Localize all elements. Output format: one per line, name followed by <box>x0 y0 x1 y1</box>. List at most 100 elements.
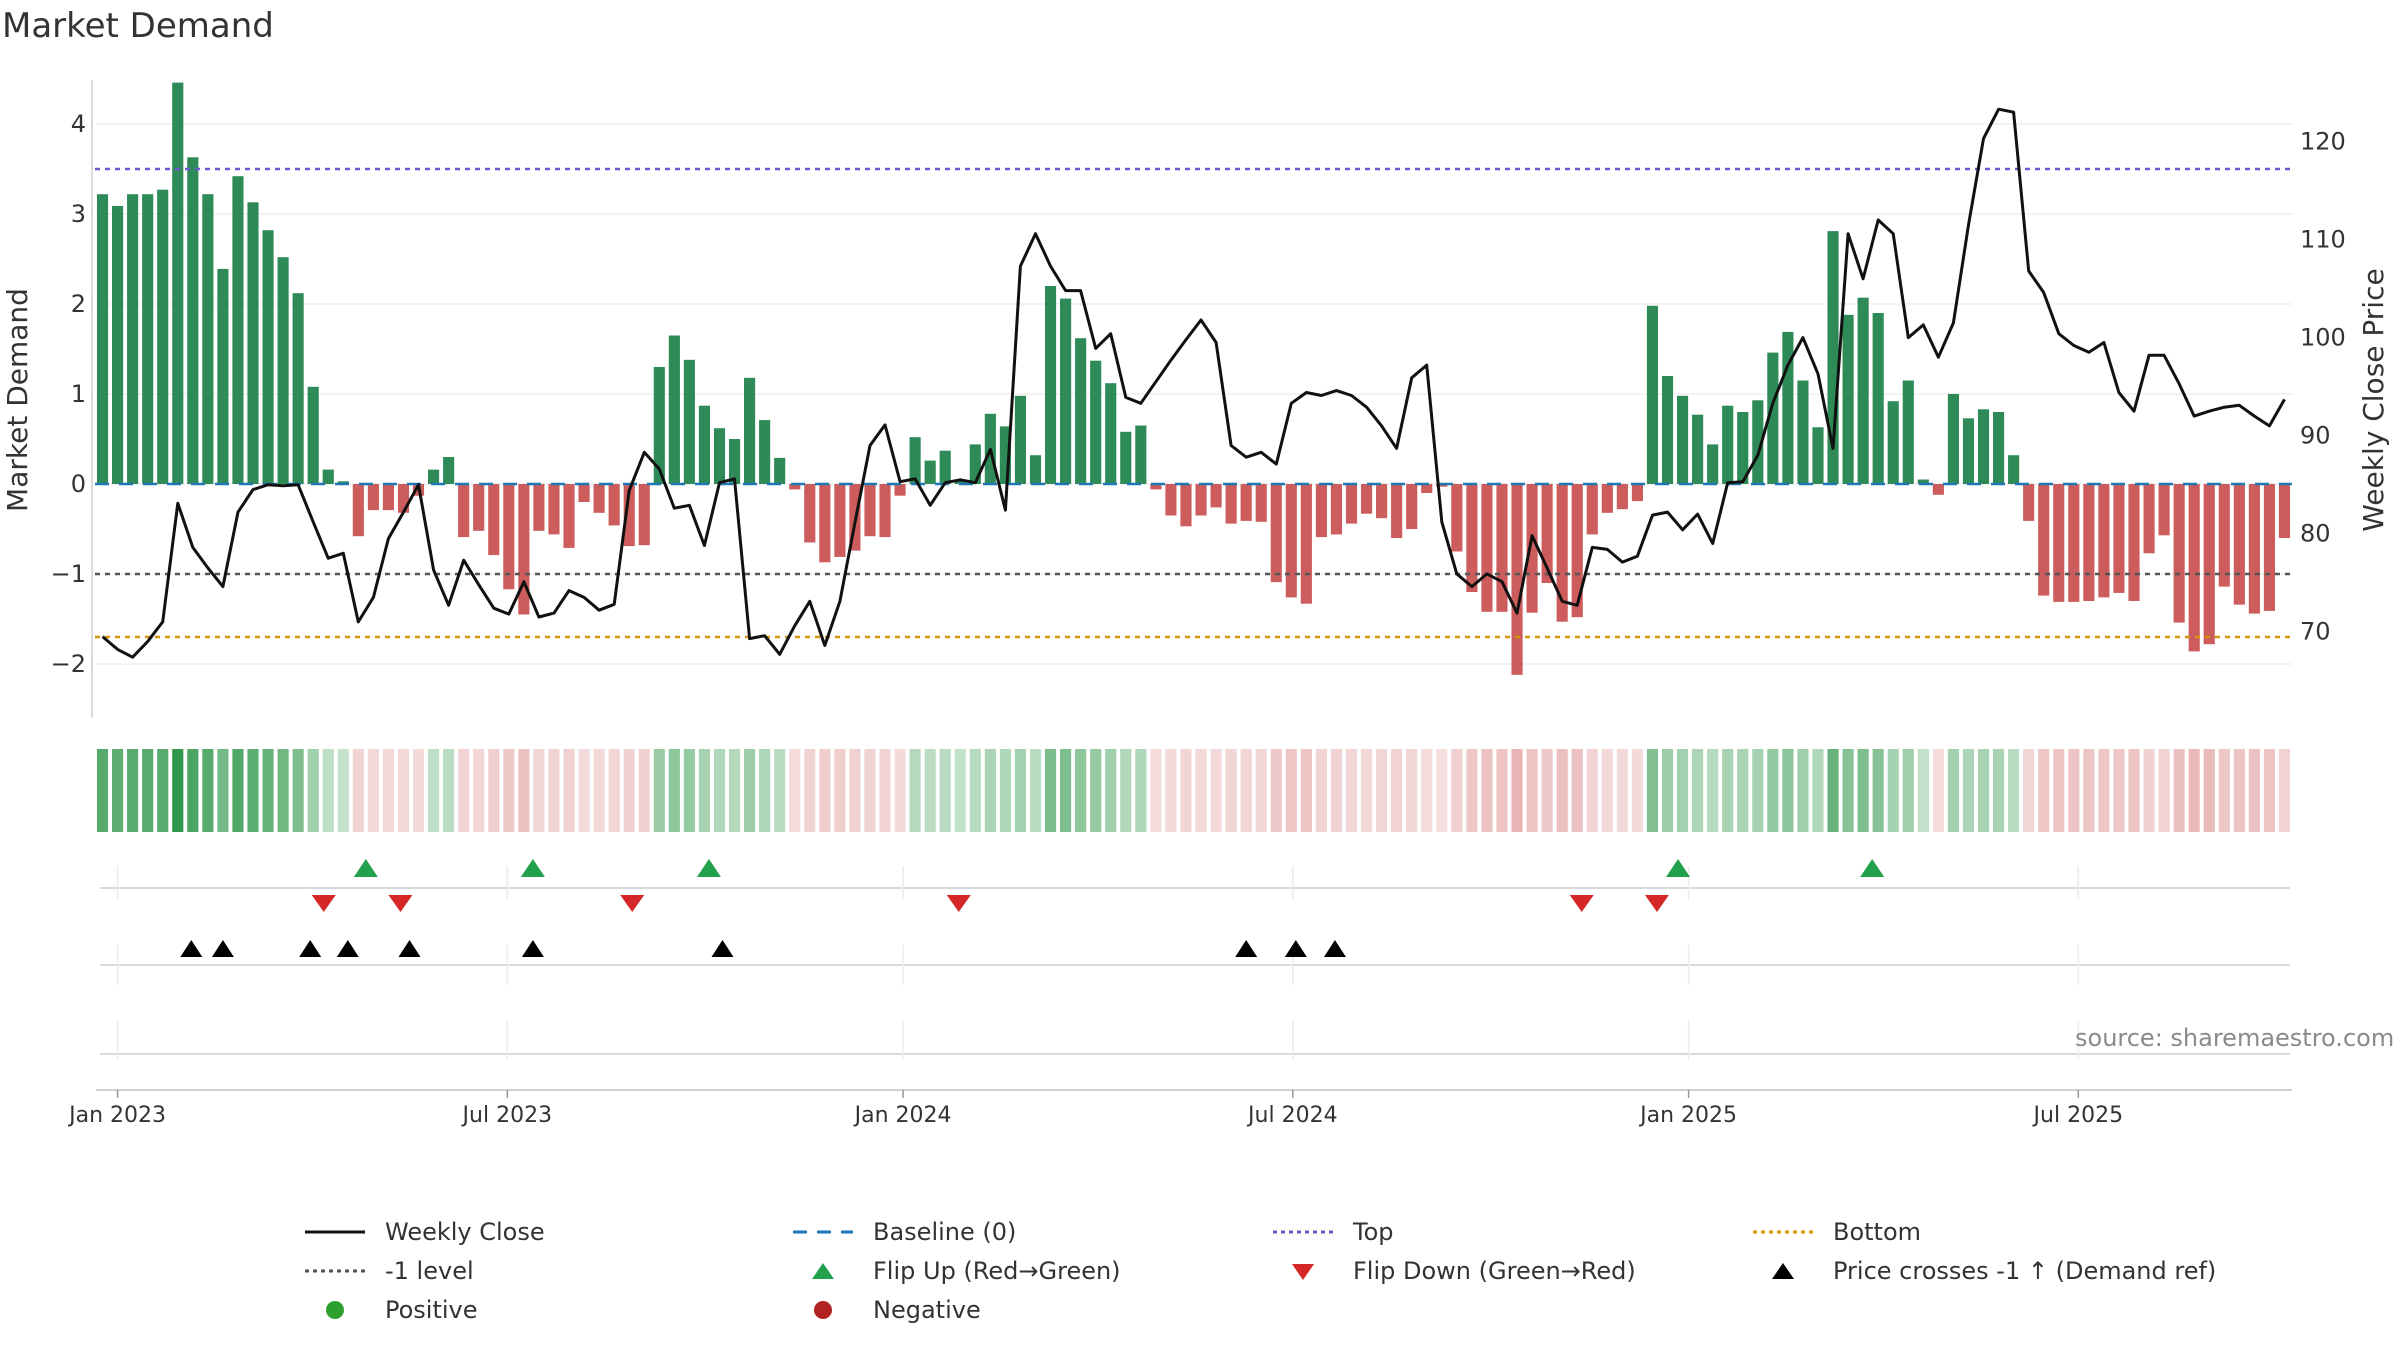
demand-bar <box>2143 484 2155 554</box>
legend-label: Bottom <box>1833 1218 1922 1246</box>
legend-label: Weekly Close <box>385 1218 545 1246</box>
heat-cell <box>2158 749 2170 832</box>
heat-cell <box>1962 749 1975 832</box>
heat-cell <box>1722 749 1734 832</box>
price-cross-marker <box>336 940 359 957</box>
source-credit: source: sharemaestro.com <box>2075 1024 2395 1052</box>
flip-up-marker <box>1666 859 1691 877</box>
price-cross-marker <box>299 940 322 957</box>
heat-cell <box>1767 749 1779 832</box>
demand-bar <box>1707 444 1719 484</box>
right-axis-title: Weekly Close Price <box>2357 268 2390 531</box>
left-tick-label: 0 <box>71 470 86 498</box>
heat-cell <box>2128 749 2140 832</box>
demand-bar <box>2023 484 2035 521</box>
legend-label: Flip Up (Red→Green) <box>873 1257 1121 1285</box>
demand-bar <box>744 377 756 484</box>
heat-cell <box>473 749 485 832</box>
heat-cell <box>1797 749 1809 832</box>
demand-bar <box>172 82 184 484</box>
right-tick-label: 90 <box>2300 422 2331 450</box>
demand-bar <box>698 405 711 484</box>
price-cross-marker <box>1235 940 1258 957</box>
heat-cell <box>1225 749 1237 832</box>
demand-bar <box>307 386 319 484</box>
demand-bar <box>2173 484 2185 623</box>
demand-bar <box>2008 455 2020 484</box>
heat-cell <box>157 749 169 832</box>
heat-cell <box>864 749 876 832</box>
demand-bar <box>864 484 876 537</box>
heat-cell <box>1556 749 1568 832</box>
reference-lines <box>95 167 2292 639</box>
demand-bar <box>969 444 981 484</box>
demand-bar <box>533 484 545 531</box>
demand-bar <box>1737 412 1749 484</box>
demand-bar <box>713 428 726 484</box>
heat-cell <box>428 749 440 832</box>
demand-bar <box>939 450 951 484</box>
heat-cell <box>2098 749 2110 832</box>
heat-cell <box>382 749 395 832</box>
heat-cell <box>488 749 500 832</box>
demand-bar <box>1571 484 1583 618</box>
heat-cell <box>1601 749 1613 832</box>
heat-cell <box>728 749 741 832</box>
legend-label: Flip Down (Green→Red) <box>1353 1257 1636 1285</box>
demand-bar <box>1496 484 1508 612</box>
heat-cell <box>1782 749 1794 832</box>
demand-bar <box>1827 231 1839 484</box>
heat-cell <box>879 749 891 832</box>
heat-cell <box>1842 749 1854 832</box>
heat-cell <box>909 749 921 832</box>
demand-bar <box>2188 484 2200 652</box>
left-tick-label: 1 <box>71 380 86 408</box>
demand-bar <box>277 257 289 484</box>
heat-cell <box>1270 749 1282 832</box>
flip-down-marker <box>946 895 971 912</box>
heat-cell <box>1315 749 1327 832</box>
demand-bar <box>473 484 485 531</box>
heat-cell <box>2038 749 2050 832</box>
heat-cell <box>1977 749 1990 832</box>
demand-bar <box>879 484 891 538</box>
heat-cell <box>187 749 199 832</box>
demand-bar <box>653 367 665 484</box>
demand-bar <box>1330 484 1343 535</box>
heat-cell <box>1616 749 1628 832</box>
weekly-close-line <box>101 107 2286 659</box>
heat-cell <box>1300 749 1312 832</box>
legend-label: -1 level <box>385 1257 474 1285</box>
demand-bar <box>1812 427 1824 484</box>
weekly-close-series <box>101 107 2286 659</box>
heat-cell <box>1872 749 1884 832</box>
demand-bar <box>2263 484 2275 611</box>
heat-cell <box>1571 749 1583 832</box>
heat-cell <box>1210 749 1222 832</box>
demand-bar <box>1511 484 1523 675</box>
heat-cell <box>623 749 635 832</box>
heat-cell <box>127 749 139 832</box>
heat-cell <box>924 749 936 832</box>
circle-icon <box>814 1301 832 1319</box>
triangle-up-icon <box>1772 1263 1794 1279</box>
heat-cell <box>2233 749 2245 832</box>
demand-bar <box>1586 484 1598 535</box>
demand-bar <box>789 484 801 490</box>
demand-bar <box>112 205 124 484</box>
triangle-down-icon <box>1292 1264 1314 1280</box>
solid-line-icon <box>305 1230 365 1234</box>
demand-bar <box>367 484 379 511</box>
demand-bar <box>232 176 244 484</box>
heat-cell <box>2113 749 2125 832</box>
circle-icon <box>326 1301 344 1319</box>
heat-cell <box>1541 749 1553 832</box>
demand-bar <box>1977 409 1990 484</box>
demand-bar <box>157 189 169 484</box>
heat-cell <box>1932 749 1944 832</box>
heat-cell <box>412 749 425 832</box>
signal-markers: Jan 2023 Jul 2023 Jan 2024 Jul 2024 Jan 2025… <box>67 859 2292 1128</box>
legend-item-bottom: Bottom <box>1753 1218 1921 1246</box>
heat-cell <box>2218 749 2230 832</box>
demand-bar <box>894 484 906 496</box>
